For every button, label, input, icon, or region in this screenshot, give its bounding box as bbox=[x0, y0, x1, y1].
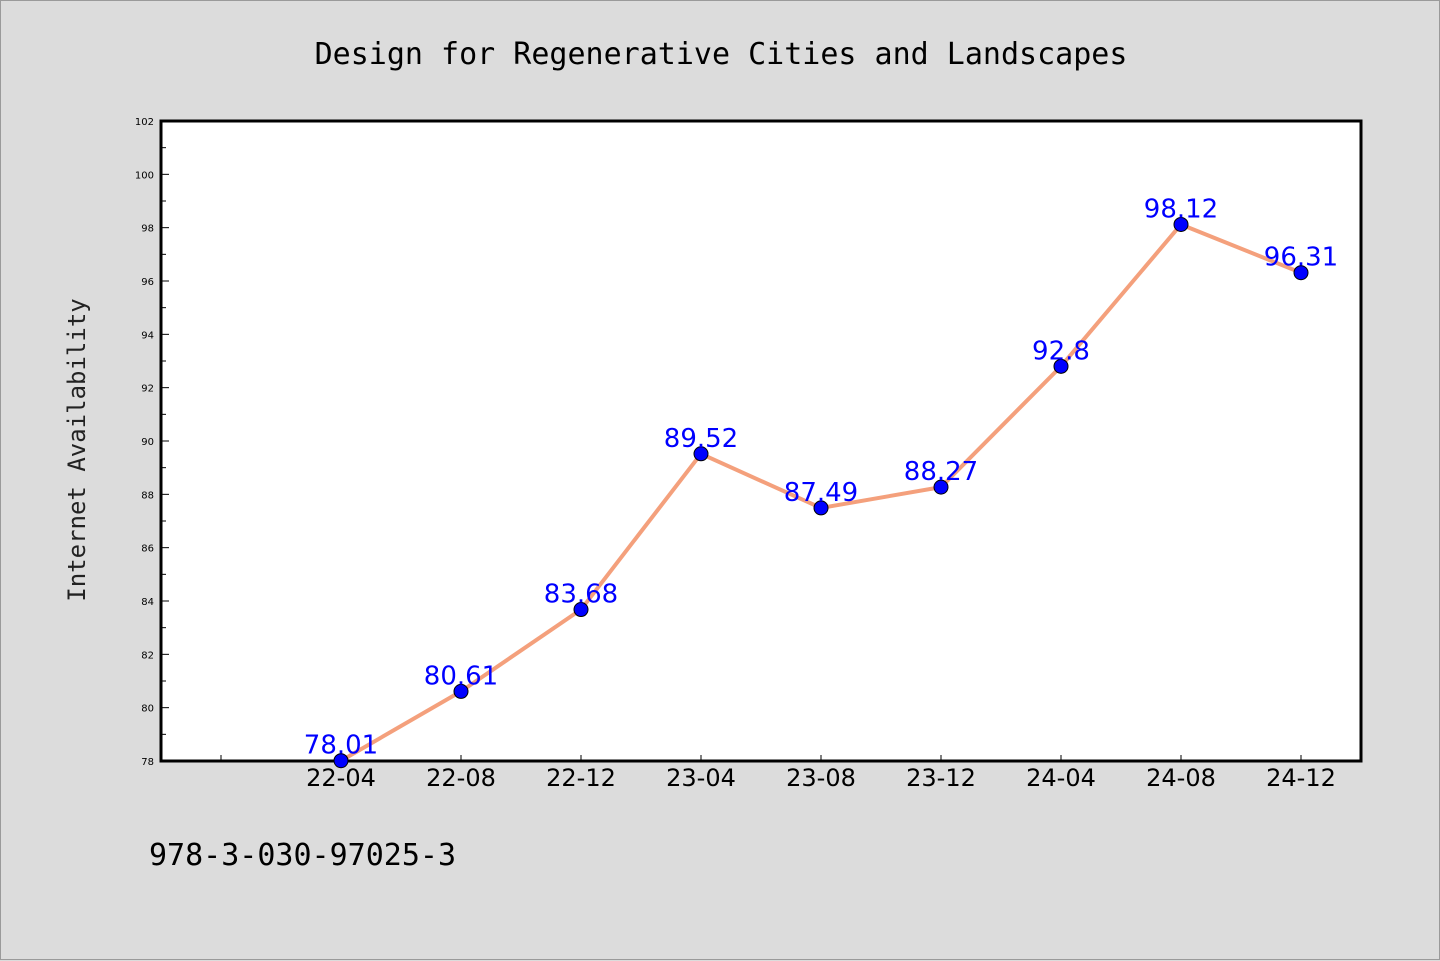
x-tick-label: 22-04 bbox=[306, 764, 376, 792]
data-point-marker bbox=[1293, 265, 1309, 281]
x-axis-ticks: 22-04 22-08 22-12 23-04 23-08 23-12 24-04 24-08… bbox=[220, 755, 1336, 792]
x-tick-label: 22-08 bbox=[426, 764, 496, 792]
data-point-marker bbox=[573, 602, 589, 618]
y-tick-label: 90 bbox=[141, 437, 154, 448]
y-tick-label: 78 bbox=[141, 757, 154, 768]
y-tick-label: 86 bbox=[141, 544, 154, 555]
data-point-label: 92.8 bbox=[1032, 336, 1090, 366]
data-point-marker bbox=[693, 446, 709, 462]
x-tick-label: 22-12 bbox=[546, 764, 616, 792]
isbn-footnote: 978-3-030-97025-3 bbox=[149, 838, 456, 873]
y-tick-label: 94 bbox=[141, 330, 154, 341]
y-tick-label: 82 bbox=[141, 650, 154, 661]
y-tick-label: 80 bbox=[141, 704, 154, 715]
y-tick-label: 100 bbox=[135, 170, 154, 181]
y-tick-label: 92 bbox=[141, 384, 154, 395]
y-tick-label: 84 bbox=[141, 597, 154, 608]
data-point-label: 98.12 bbox=[1144, 194, 1218, 224]
y-tick-label: 96 bbox=[141, 277, 154, 288]
data-point-marker bbox=[1053, 358, 1069, 374]
x-tick-label: 24-04 bbox=[1026, 764, 1096, 792]
x-tick-label: 24-08 bbox=[1146, 764, 1216, 792]
y-tick-label: 98 bbox=[141, 224, 154, 235]
plot-area bbox=[159, 119, 1363, 763]
data-point-label: 87.49 bbox=[784, 478, 858, 508]
data-point-label: 96.31 bbox=[1264, 243, 1338, 273]
data-point-marker bbox=[333, 753, 349, 769]
y-axis-ticks: 78 80 82 84 86 88 90 92 94 96 98 100 102 bbox=[135, 117, 169, 768]
chart-title: Design for Regenerative Cities and Lands… bbox=[315, 37, 1128, 72]
x-tick-label: 23-04 bbox=[666, 764, 736, 792]
data-point-marker bbox=[813, 500, 829, 516]
data-point-label: 83.68 bbox=[544, 580, 618, 610]
y-tick-label: 102 bbox=[135, 117, 154, 128]
data-point-marker bbox=[1173, 216, 1189, 232]
data-point-marker bbox=[933, 479, 949, 495]
data-point-label: 88.27 bbox=[904, 457, 978, 487]
x-tick-label: 24-12 bbox=[1266, 764, 1336, 792]
data-point-label: 89.52 bbox=[664, 424, 738, 454]
y-axis-label: Internet Availability bbox=[63, 298, 91, 601]
x-tick-label: 23-12 bbox=[906, 764, 976, 792]
data-labels: 78.01 80.61 83.68 89.52 87.49 88.27 92.8 98.12 9… bbox=[304, 194, 1338, 760]
y-tick-label: 88 bbox=[141, 490, 154, 501]
data-point-label: 78.01 bbox=[304, 731, 378, 761]
x-tick-label: 23-08 bbox=[786, 764, 856, 792]
data-point-marker bbox=[453, 683, 469, 699]
data-markers bbox=[333, 216, 1309, 769]
data-point-label: 80.61 bbox=[424, 661, 498, 691]
